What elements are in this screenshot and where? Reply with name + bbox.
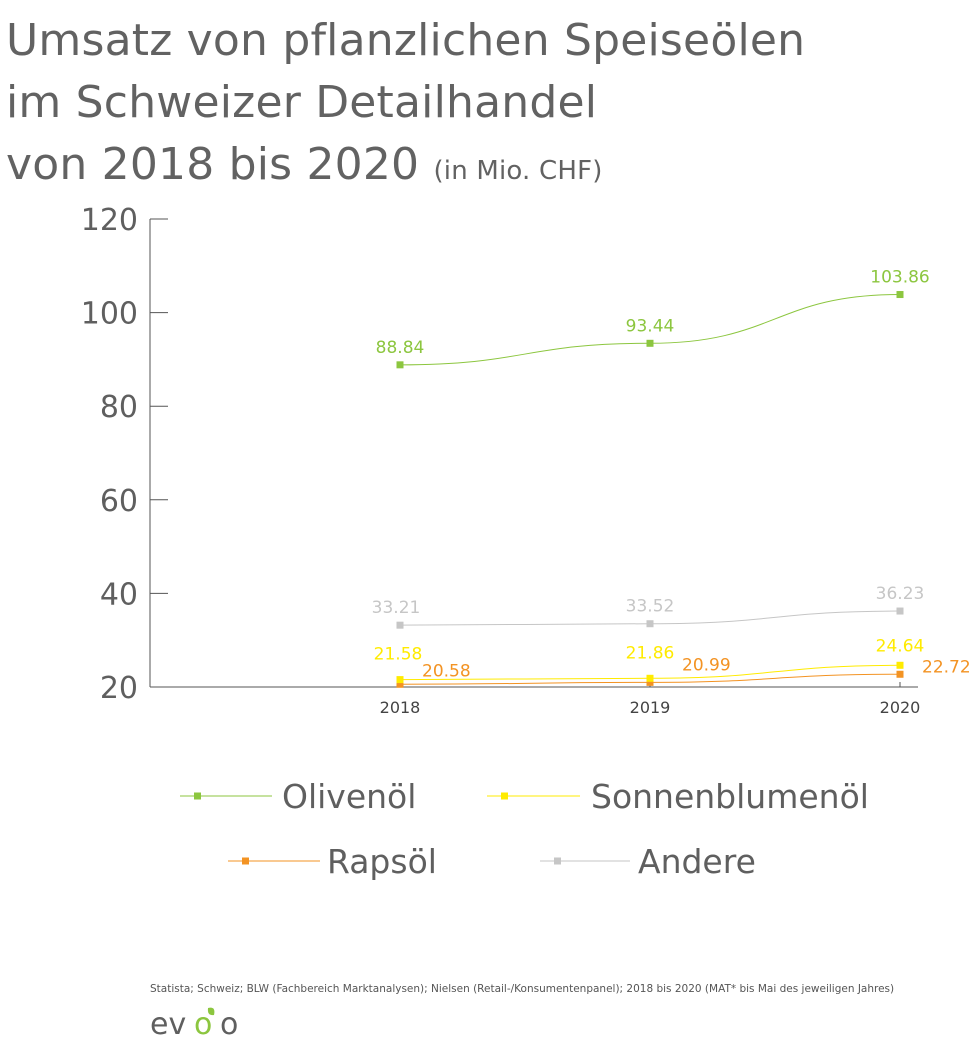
title-line-3: von 2018 bis 2020 (in Mio. CHF): [6, 134, 966, 202]
legend-item-Sonnenblumenöl: Sonnenblumenöl: [487, 777, 869, 816]
legend: Olivenöl Sonnenblumenöl Rapsöl Andere: [180, 777, 869, 881]
data-label: 33.21: [372, 598, 421, 618]
title-line-3-text: von 2018 bis 2020: [6, 139, 420, 190]
x-tick-label: 2020: [880, 698, 921, 717]
series-Sonnenblumenöl: [396, 661, 904, 684]
y-tick-label: 20: [100, 671, 138, 706]
data-label: 93.44: [626, 316, 675, 336]
data-point-marker: [646, 678, 654, 686]
data-point-marker: [896, 661, 904, 669]
legend-item-Olivenöl: Olivenöl: [180, 777, 416, 816]
y-tick-label: 60: [100, 484, 138, 519]
data-point-marker: [646, 339, 654, 347]
y-tick-label: 100: [81, 297, 138, 332]
data-label: 88.84: [376, 338, 425, 358]
axes: 20 40 60 80 100 120 2018 2019 2020: [81, 203, 921, 717]
x-tick-label: 2019: [630, 698, 671, 717]
legend-label: Sonnenblumenöl: [591, 777, 869, 816]
legend-label: Andere: [638, 842, 756, 881]
legend-label: Olivenöl: [282, 777, 416, 816]
data-point-marker: [396, 680, 404, 688]
legend-item-Andere: Andere: [540, 842, 756, 881]
data-point-marker: [396, 621, 404, 629]
legend-marker: [242, 857, 249, 865]
data-label: 21.58: [374, 645, 423, 665]
logo-text: ev: [150, 1007, 186, 1040]
data-label: 103.86: [870, 268, 929, 288]
legend-marker: [554, 857, 561, 865]
line-chart: 20 40 60 80 100 120 2018 2019 2020 33.21 33.52 36.…: [81, 203, 971, 881]
title-line-2: im Schweizer Detailhandel: [6, 77, 598, 128]
y-tick-label: 80: [100, 390, 138, 425]
unit-label: (in Mio. CHF): [433, 156, 603, 186]
data-point-marker: [646, 674, 654, 682]
source-note: Statista; Schweiz; BLW (Fachbereich Mark…: [150, 983, 895, 995]
data-label: 21.86: [626, 643, 675, 663]
series-Olivenöl: [396, 291, 904, 369]
data-point-marker: [896, 607, 904, 615]
title-line-1: Umsatz von pflanzlichen Speiseölen: [6, 15, 806, 66]
data-point-marker: [396, 361, 404, 369]
data-labels: 33.21 33.52 36.23 20.58 20.99 22.72 21.58 21.86…: [372, 268, 971, 682]
series-layer: [396, 291, 904, 688]
series-Andere: [396, 607, 904, 629]
y-tick-label: 40: [100, 577, 138, 612]
chart-title: Umsatz von pflanzlichen Speiseölen im Sc…: [6, 10, 966, 202]
logo-o-accent: o: [194, 1007, 212, 1040]
series-Rapsöl: [396, 670, 904, 688]
legend-marker: [501, 792, 508, 800]
leaf-icon: [207, 1007, 215, 1016]
legend-label: Rapsöl: [327, 842, 437, 881]
evoo-logo: ev o o: [150, 1007, 238, 1040]
data-label: 33.52: [626, 597, 675, 617]
data-point-marker: [896, 670, 904, 678]
data-label: 22.72: [922, 657, 971, 677]
logo-o: o: [220, 1007, 238, 1040]
legend-item-Rapsöl: Rapsöl: [228, 842, 437, 881]
y-tick-label: 120: [81, 203, 138, 238]
data-point-marker: [396, 676, 404, 684]
data-label: 20.58: [422, 661, 471, 681]
data-point-marker: [646, 620, 654, 628]
data-label: 36.23: [876, 584, 925, 604]
data-label: 24.64: [876, 636, 925, 656]
data-label: 20.99: [682, 655, 731, 675]
data-point-marker: [896, 291, 904, 299]
legend-marker: [194, 792, 201, 800]
x-tick-label: 2018: [380, 698, 421, 717]
